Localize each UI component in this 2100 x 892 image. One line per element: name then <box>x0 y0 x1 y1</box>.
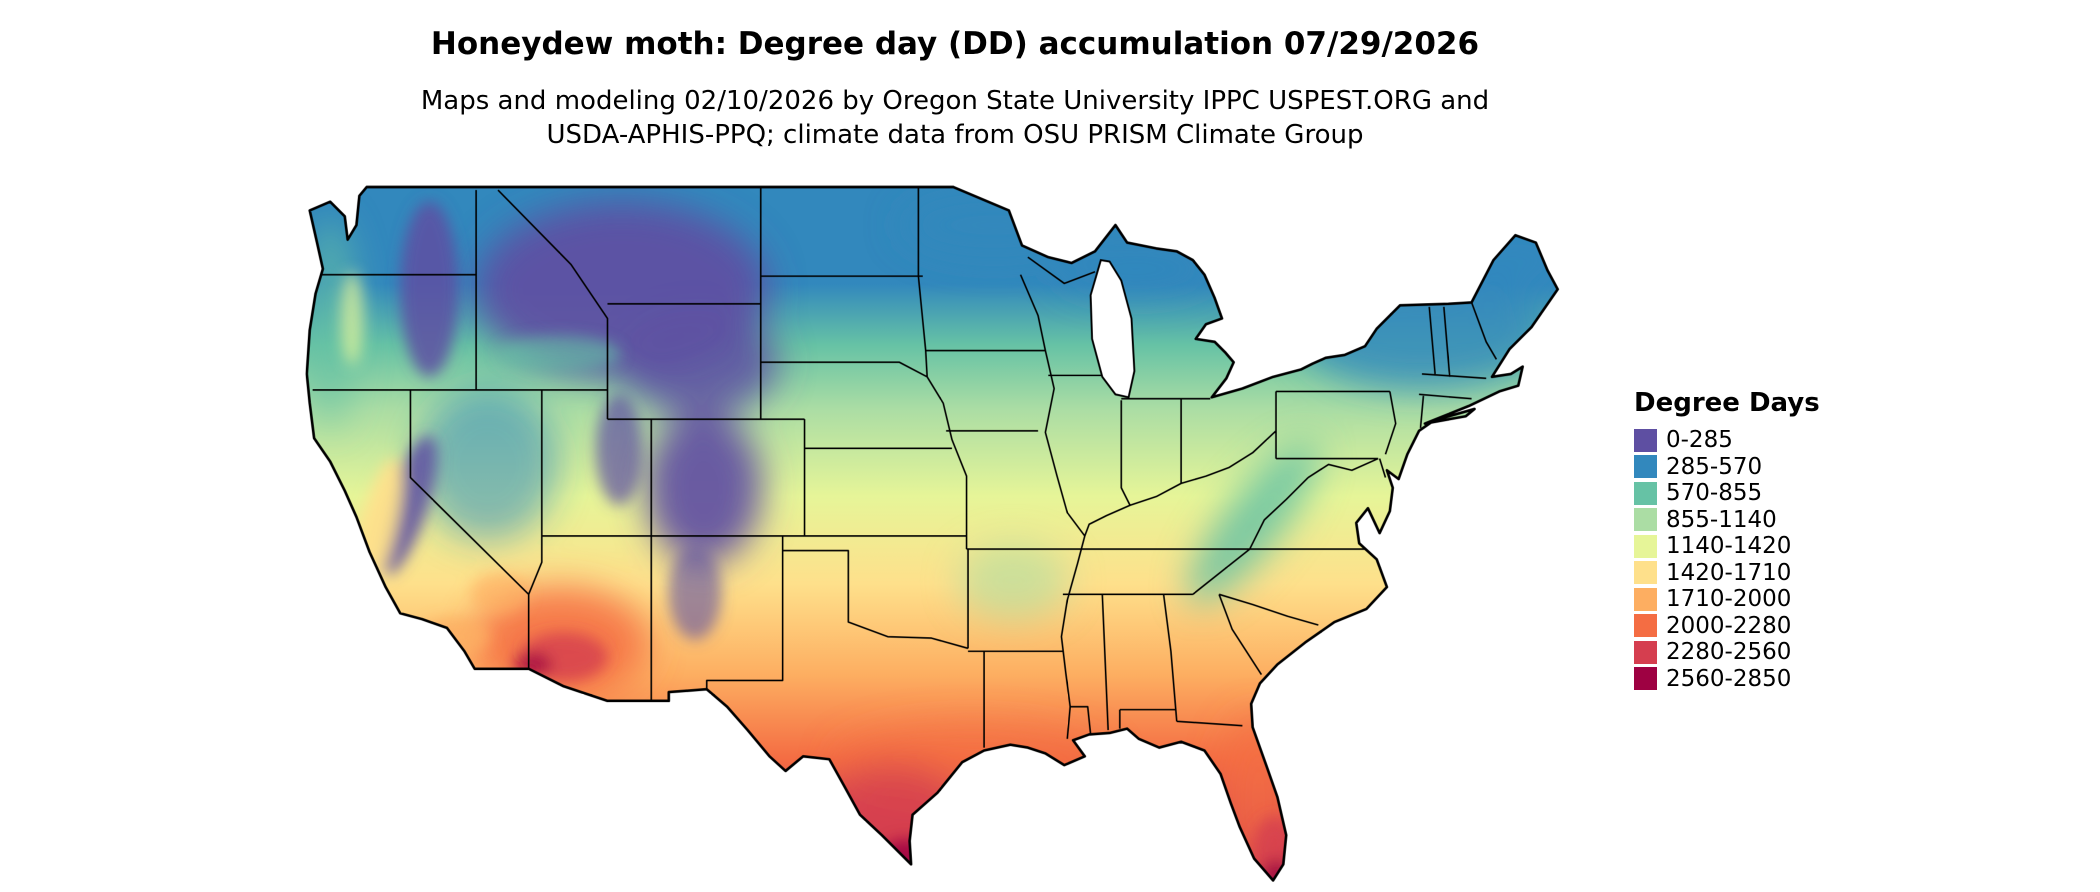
legend-entry: 2280-2560 <box>1634 640 1820 664</box>
us-degree-day-map <box>305 185 1560 882</box>
legend-swatch <box>1634 640 1657 664</box>
legend-entry-label: 2000-2280 <box>1666 612 1792 639</box>
legend-entry-label: 285-570 <box>1666 453 1763 480</box>
legend-entry: 1140-1420 <box>1634 534 1820 558</box>
legend-entry: 570-855 <box>1634 481 1820 505</box>
legend-entry-label: 2280-2560 <box>1666 639 1792 665</box>
legend-entry: 0-285 <box>1634 428 1820 452</box>
subtitle-line-2: USDA-APHIS-PPQ; climate data from OSU PR… <box>546 120 1364 150</box>
legend-entry: 2000-2280 <box>1634 614 1820 638</box>
legend-swatch <box>1634 587 1657 611</box>
degree-day-raster <box>306 187 1558 881</box>
us-outline <box>305 185 1560 882</box>
legend-entry: 285-570 <box>1634 455 1820 479</box>
legend-entry-label: 1420-1710 <box>1666 559 1792 586</box>
legend-swatch <box>1634 455 1657 478</box>
legend-entry: 855-1140 <box>1634 508 1820 532</box>
figure-title: Honeydew moth: Degree day (DD) accumulat… <box>430 26 1480 62</box>
figure-subtitle: Maps and modeling 02/10/2026 by Oregon S… <box>0 84 1910 152</box>
legend-title: Degree Days <box>1634 388 1820 418</box>
legend-entry: 2560-2850 <box>1634 667 1820 691</box>
legend-swatch <box>1634 561 1657 584</box>
state-borders <box>312 187 1498 748</box>
legend-swatch <box>1634 508 1657 531</box>
legend-rows: 0-285 285-570 570-855 855-1140 1140-1420 1420… <box>1634 428 1820 691</box>
legend-entry: 1420-1710 <box>1634 561 1820 585</box>
legend-swatch <box>1634 534 1657 558</box>
legend-entry-label: 0-285 <box>1666 427 1733 453</box>
legend-entry-label: 570-855 <box>1666 480 1763 506</box>
legend-entry-label: 1140-1420 <box>1666 533 1792 559</box>
legend-entry-label: 2560-2850 <box>1666 665 1792 692</box>
local-climate-blobs <box>340 201 1297 881</box>
legend-swatch <box>1634 428 1657 452</box>
legend-entry-label: 855-1140 <box>1666 506 1777 533</box>
subtitle-line-1: Maps and modeling 02/10/2026 by Oregon S… <box>420 86 1490 116</box>
legend-swatch <box>1634 667 1657 690</box>
legend-entry: 1710-2000 <box>1634 587 1820 611</box>
lake-michigan <box>1089 259 1136 399</box>
legend: Degree Days 0-285 285-570 570-855 855-1140 1… <box>1634 388 1820 693</box>
legend-swatch <box>1634 614 1657 637</box>
legend-swatch <box>1634 481 1657 505</box>
legend-entry-label: 1710-2000 <box>1666 586 1792 612</box>
